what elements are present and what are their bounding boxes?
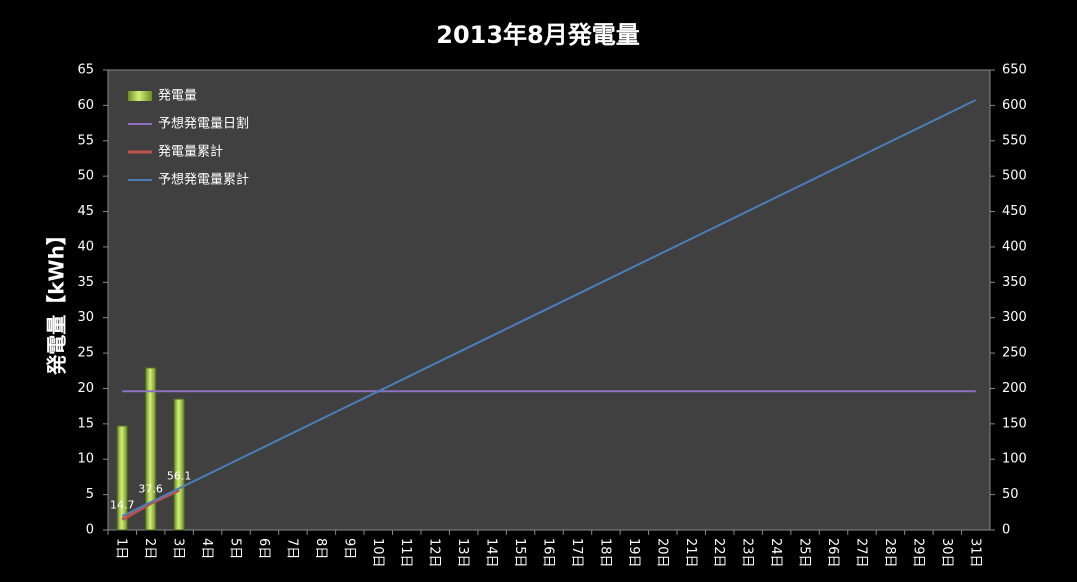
x-tick-label: 18日 [597, 538, 612, 568]
x-tick-label: 3日 [171, 538, 186, 559]
y2-tick-label: 250 [1002, 346, 1027, 361]
y-tick-label: 20 [77, 381, 94, 396]
y-tick-label: 55 [77, 133, 94, 148]
x-tick-label: 10日 [370, 538, 385, 568]
x-tick-label: 26日 [825, 538, 840, 568]
y2-tick-label: 50 [1002, 487, 1019, 502]
line [121, 488, 180, 521]
legend-label: 発電量 [158, 89, 197, 104]
y-tick-label: 50 [77, 169, 94, 184]
y-tick-label: 60 [77, 98, 94, 113]
x-tick-label: 1日 [114, 538, 129, 559]
x-tick-label: 14日 [484, 538, 499, 568]
y-tick-label: 15 [77, 416, 94, 431]
legend-label: 予想発電量累計 [158, 172, 249, 188]
y-axis-label: 発電量【kWh】 [45, 225, 69, 376]
y-tick-label: 35 [77, 275, 94, 290]
y-tick-label: 65 [77, 63, 94, 78]
y2-tick-label: 600 [1002, 98, 1027, 113]
data-label: 37.6 [138, 482, 163, 495]
x-tick-label: 4日 [199, 538, 214, 559]
x-tick-label: 17日 [569, 538, 584, 568]
y2-tick-label: 650 [1002, 63, 1027, 78]
legend-swatch [128, 91, 152, 101]
chart-title: 2013年8月発電量 [436, 21, 640, 49]
x-tick-label: 8日 [313, 538, 328, 559]
x-tick-label: 2日 [142, 538, 157, 559]
x-tick-label: 7日 [284, 538, 299, 559]
x-tick-label: 13日 [455, 538, 470, 568]
y2-tick-label: 500 [1002, 169, 1027, 184]
x-tick-label: 23日 [740, 538, 755, 568]
bar [173, 398, 185, 531]
x-tick-label: 19日 [626, 538, 641, 568]
y2-tick-label: 450 [1002, 204, 1027, 219]
x-tick-label: 22日 [711, 538, 726, 568]
x-tick-label: 21日 [683, 538, 698, 568]
y2-tick-label: 200 [1002, 381, 1027, 396]
x-tick-label: 11日 [398, 538, 413, 568]
x-tick-label: 30日 [939, 538, 954, 568]
y2-tick-label: 100 [1002, 452, 1027, 467]
data-label: 14.7 [110, 499, 135, 512]
x-tick-label: 15日 [512, 538, 527, 568]
plot-area [107, 69, 991, 531]
x-tick-label: 25日 [797, 538, 812, 568]
x-tick-label: 29日 [910, 538, 925, 568]
x-tick-label: 16日 [541, 538, 556, 568]
x-tick-label: 20日 [654, 538, 669, 568]
bar [145, 367, 157, 531]
y2-tick-label: 350 [1002, 275, 1027, 290]
bar [116, 425, 128, 531]
data-label: 56.1 [167, 469, 192, 482]
y-tick-label: 40 [77, 239, 94, 254]
x-tick-label: 6日 [256, 538, 271, 559]
legend-label: 予想発電量日割 [158, 116, 249, 132]
y-tick-label: 0 [86, 523, 94, 538]
line [121, 99, 977, 518]
y-tick-label: 30 [77, 310, 94, 325]
y2-tick-label: 0 [1002, 523, 1010, 538]
y-tick-label: 5 [86, 487, 94, 502]
x-tick-label: 5日 [228, 538, 243, 559]
x-tick-label: 24日 [768, 538, 783, 568]
y2-tick-label: 400 [1002, 239, 1027, 254]
y-tick-label: 10 [77, 452, 94, 467]
legend-label: 発電量累計 [158, 144, 223, 160]
y2-tick-label: 550 [1002, 133, 1027, 148]
y2-tick-label: 150 [1002, 416, 1027, 431]
y-tick-label: 45 [77, 204, 94, 219]
x-tick-label: 12日 [427, 538, 442, 568]
x-tick-label: 28日 [882, 538, 897, 568]
x-tick-label: 9日 [341, 538, 356, 559]
y2-tick-label: 300 [1002, 310, 1027, 325]
x-tick-label: 31日 [967, 538, 982, 568]
x-tick-label: 27日 [853, 538, 868, 568]
y-tick-label: 25 [77, 346, 94, 361]
